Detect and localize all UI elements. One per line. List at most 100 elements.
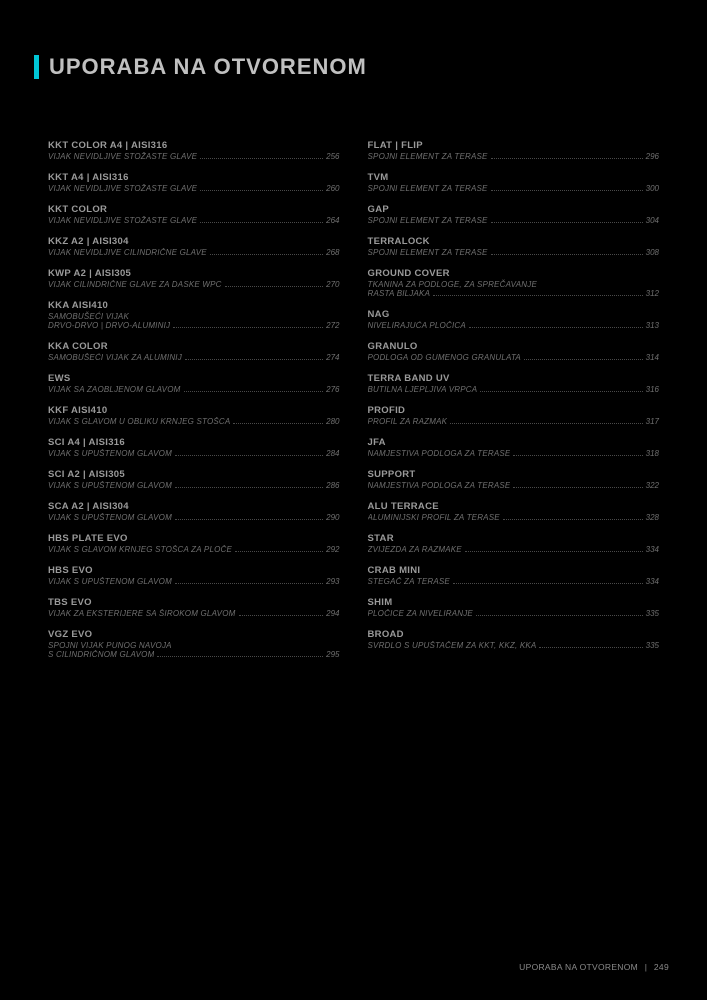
toc-leader-dots (239, 615, 324, 616)
toc-leader-dots (491, 254, 643, 255)
toc-leader-dots (476, 615, 643, 616)
toc-entry: BROADSVRDLO S UPUŠTAČEM ZA KKT, KKZ, KKA… (368, 629, 660, 650)
footer-text: UPORABA NA OTVORENOM (519, 962, 638, 972)
toc-entry-line: DRVO-DRVO | DRVO-ALUMINIJ272 (48, 321, 340, 330)
toc-entry-desc: NIVELIRAJUĆA PLOČICA (368, 321, 466, 330)
toc-entry-title: KKA COLOR (48, 341, 340, 352)
toc-entry-line: VIJAK ZA EKSTERIJERE SA ŠIROKOM GLAVOM29… (48, 609, 340, 618)
toc-leader-dots (233, 423, 323, 424)
toc-entry-desc-line1: SPOJNI VIJAK PUNOG NAVOJA (48, 641, 340, 650)
toc-column-left: KKT COLOR A4 | AISI316VIJAK NEVIDLJIVE S… (48, 140, 340, 670)
toc-entry-desc: RASTA BILJAKA (368, 289, 431, 298)
toc-page-number: 274 (326, 353, 339, 362)
toc-entry-desc: STEGAČ ZA TERASE (368, 577, 450, 586)
page-header: UPORABA NA OTVORENOM (34, 54, 367, 80)
toc-entry: GAPSPOJNI ELEMENT ZA TERASE304 (368, 204, 660, 225)
toc-page-number: 290 (326, 513, 339, 522)
toc-page-number: 284 (326, 449, 339, 458)
toc-page-number: 334 (646, 577, 659, 586)
toc-entry-desc: VIJAK S UPUŠTENOM GLAVOM (48, 481, 172, 490)
toc-entry-desc: ZVIJEZDA ZA RAZMAKE (368, 545, 462, 554)
toc-leader-dots (157, 656, 323, 657)
toc-entry-desc: NAMJESTIVA PODLOGA ZA TERASE (368, 449, 511, 458)
toc-page-number: 300 (646, 184, 659, 193)
toc-page-number: 272 (326, 321, 339, 330)
toc-entry-line: NAMJESTIVA PODLOGA ZA TERASE 322 (368, 481, 660, 490)
toc-entry-title: KWP A2 | AISI305 (48, 268, 340, 279)
toc-entry: CRAB MINISTEGAČ ZA TERASE334 (368, 565, 660, 586)
toc-entry: SHIMPLOČICE ZA NIVELIRANJE335 (368, 597, 660, 618)
toc-entry-line: VIJAK NEVIDLJIVE CILINDRIČNE GLAVE268 (48, 248, 340, 257)
toc-entry-line: VIJAK NEVIDLJIVE STOŽASTE GLAVE256 (48, 152, 340, 161)
toc-entry-desc: VIJAK ZA EKSTERIJERE SA ŠIROKOM GLAVOM (48, 609, 236, 618)
toc-entry-desc: VIJAK S UPUŠTENOM GLAVOM (48, 513, 172, 522)
toc-entry: GROUND COVERTKANINA ZA PODLOGE, ZA SPREČ… (368, 268, 660, 298)
toc-page-number: 316 (646, 385, 659, 394)
toc-entry-line: SPOJNI ELEMENT ZA TERASE296 (368, 152, 660, 161)
toc-leader-dots (513, 487, 642, 488)
toc-page-number: 313 (646, 321, 659, 330)
toc-entry: SCI A4 | AISI316VIJAK S UPUŠTENOM GLAVOM… (48, 437, 340, 458)
toc-entry: KWP A2 | AISI305VIJAK CILINDRIČNE GLAVE … (48, 268, 340, 289)
toc-entry-title: KKT COLOR A4 | AISI316 (48, 140, 340, 151)
toc-entry: SCI A2 | AISI305VIJAK S UPUŠTENOM GLAVOM… (48, 469, 340, 490)
toc-entry-desc: VIJAK NEVIDLJIVE STOŽASTE GLAVE (48, 152, 197, 161)
toc-entry: VGZ EVOSPOJNI VIJAK PUNOG NAVOJAS CILIND… (48, 629, 340, 659)
toc-entry-desc: VIJAK S GLAVOM KRNJEG STOŠCA ZA PLOČE (48, 545, 232, 554)
toc-leader-dots (491, 158, 643, 159)
toc-leader-dots (450, 423, 642, 424)
toc-entry-title: GAP (368, 204, 660, 215)
toc-entry-desc: NAMJESTIVA PODLOGA ZA TERASE (368, 481, 511, 490)
toc-entry-title: HBS EVO (48, 565, 340, 576)
toc-entry: TERRA BAND UVBUTILNA LJEPLJIVA VRPCA316 (368, 373, 660, 394)
toc-entry-desc-line1: SAMOBUŠEĆI VIJAK (48, 312, 340, 321)
toc-entry-title: GROUND COVER (368, 268, 660, 279)
toc-entry: EWSVIJAK SA ZAOBLJENOM GLAVOM276 (48, 373, 340, 394)
toc-entry-desc: SPOJNI ELEMENT ZA TERASE (368, 248, 488, 257)
toc-page-number: 322 (646, 481, 659, 490)
toc-entry: KKZ A2 | AISI304VIJAK NEVIDLJIVE CILINDR… (48, 236, 340, 257)
toc-entry: SUPPORTNAMJESTIVA PODLOGA ZA TERASE322 (368, 469, 660, 490)
toc-page-number: 276 (326, 385, 339, 394)
toc-entry-line: PROFIL ZA RAZMAK317 (368, 417, 660, 426)
toc-leader-dots (175, 455, 323, 456)
toc-entry-title: SHIM (368, 597, 660, 608)
toc-leader-dots (524, 359, 643, 360)
toc-entry-line: SPOJNI ELEMENT ZA TERASE304 (368, 216, 660, 225)
toc-leader-dots (210, 254, 323, 255)
toc-page-number: 264 (326, 216, 339, 225)
toc-entry-title: SCA A2 | AISI304 (48, 501, 340, 512)
toc-entry-line: VIJAK S UPUŠTENOM GLAVOM 286 (48, 481, 340, 490)
toc-page-number: 296 (646, 152, 659, 161)
toc-leader-dots (235, 551, 323, 552)
toc-entry: KKF AISI410VIJAK S GLAVOM U OBLIKU KRNJE… (48, 405, 340, 426)
toc-entry-line: NIVELIRAJUĆA PLOČICA 313 (368, 321, 660, 330)
toc-page-number: 308 (646, 248, 659, 257)
toc-entry-title: ALU TERRACE (368, 501, 660, 512)
toc-leader-dots (225, 286, 324, 287)
toc-leader-dots (491, 222, 643, 223)
toc-entry-title: SCI A4 | AISI316 (48, 437, 340, 448)
toc-entry-line: ALUMINIJSKI PROFIL ZA TERASE328 (368, 513, 660, 522)
toc-entry-desc-line1: TKANINA ZA PODLOGE, ZA SPREČAVANJE (368, 280, 660, 289)
toc-entry-title: PROFID (368, 405, 660, 416)
toc-entry-line: VIJAK S UPUŠTENOM GLAVOM284 (48, 449, 340, 458)
toc-page-number: 312 (646, 289, 659, 298)
toc-entry: GRANULOPODLOGA OD GUMENOG GRANULATA314 (368, 341, 660, 362)
toc-entry-desc: PLOČICE ZA NIVELIRANJE (368, 609, 473, 618)
toc-entry-title: FLAT | FLIP (368, 140, 660, 151)
toc-page-number: 286 (326, 481, 339, 490)
toc-entry: HBS EVOVIJAK S UPUŠTENOM GLAVOM293 (48, 565, 340, 586)
toc-leader-dots (465, 551, 643, 552)
toc-entry-line: RASTA BILJAKA 312 (368, 289, 660, 298)
toc-entry: NAGNIVELIRAJUĆA PLOČICA313 (368, 309, 660, 330)
toc-page-number: 295 (326, 650, 339, 659)
toc-entry: KKA COLORSAMOBUŠEĆI VIJAK ZA ALUMINIJ274 (48, 341, 340, 362)
toc-entry-line: ZVIJEZDA ZA RAZMAKE334 (368, 545, 660, 554)
toc-column-right: FLAT | FLIPSPOJNI ELEMENT ZA TERASE296TV… (368, 140, 660, 670)
toc-leader-dots (491, 190, 643, 191)
toc-entry: TBS EVOVIJAK ZA EKSTERIJERE SA ŠIROKOM G… (48, 597, 340, 618)
toc-entry-title: BROAD (368, 629, 660, 640)
toc-entry-title: JFA (368, 437, 660, 448)
toc-leader-dots (453, 583, 643, 584)
